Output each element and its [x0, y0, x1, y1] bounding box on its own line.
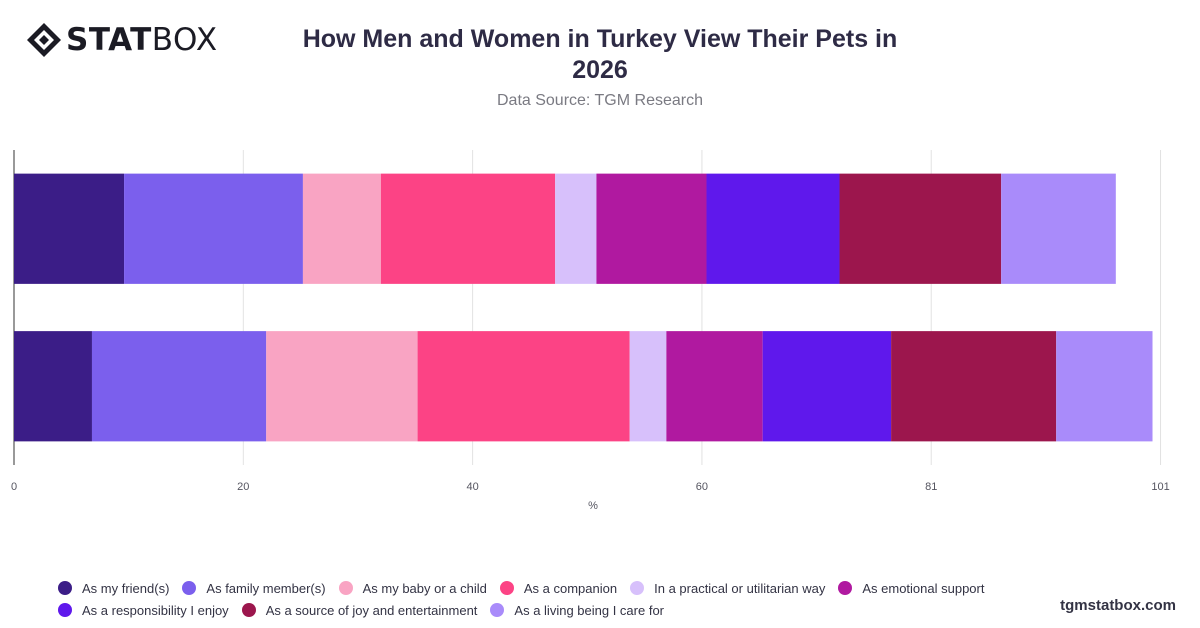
x-tick-label: 81 — [925, 481, 937, 493]
site-url[interactable]: tgmstatbox.com — [1060, 597, 1176, 614]
bar-segment — [91, 331, 267, 442]
legend-swatch — [838, 581, 853, 595]
bar-segment — [124, 173, 303, 284]
legend-item[interactable]: As a companion — [499, 580, 618, 596]
legend-item[interactable]: In a practical or utilitarian way — [630, 580, 825, 596]
legend-item[interactable]: As my baby or a child — [338, 580, 487, 596]
bar-segment — [891, 331, 1057, 442]
legend-label: As a responsibility I enjoy — [82, 602, 229, 618]
legend-swatch — [338, 581, 353, 595]
bar-segment — [417, 331, 630, 442]
bar-segment — [839, 173, 1002, 284]
statbox-logo: STATBOX — [26, 22, 218, 58]
bar-segment — [706, 173, 840, 284]
bar-segment — [555, 173, 597, 284]
logo-text-regular: BOX — [151, 22, 218, 58]
legend-swatch — [630, 581, 645, 595]
bar-segment — [1056, 331, 1153, 442]
bar-segment — [666, 331, 763, 442]
bar-segment — [14, 331, 92, 442]
bar-segment — [266, 331, 418, 442]
legend-swatch — [58, 603, 72, 617]
bar-segment — [596, 173, 707, 284]
bar-segment — [302, 173, 381, 284]
legend-item[interactable]: As family member(s) — [182, 580, 326, 596]
legend-label: As a source of joy and entertainment — [265, 602, 478, 618]
legend-swatch — [58, 581, 72, 595]
x-tick-label: 40 — [466, 481, 478, 493]
logo-text-bold: STAT — [66, 22, 152, 58]
stacked-bar-chart: 0 20 40 60 81 101% — [11, 150, 1170, 512]
legend-swatch — [499, 581, 514, 595]
legend-label: As a living being I care for — [514, 602, 664, 618]
chart-legend: As my friend(s) As family member(s) As my … — [58, 580, 1168, 618]
bar-segment — [1001, 173, 1116, 284]
bar-segment — [14, 173, 125, 284]
x-tick-label: 60 — [696, 481, 708, 493]
legend-label: In a practical or utilitarian way — [654, 580, 826, 596]
legend-swatch — [182, 581, 197, 595]
x-axis-label: % — [588, 500, 598, 512]
legend-label: As my baby or a child — [362, 580, 487, 596]
legend-item[interactable]: As a source of joy and entertainment — [241, 602, 478, 618]
legend-item[interactable]: As a living being I care for — [490, 602, 664, 618]
x-tick-label: 20 — [237, 481, 249, 493]
x-tick-label: 0 — [11, 481, 17, 493]
x-tick-label: 101 — [1151, 481, 1169, 493]
chart-title: How Men and Women in Turkey View Their P… — [302, 25, 898, 84]
bar-segment — [762, 331, 892, 442]
logo-text: STATBOX — [66, 22, 218, 58]
bar-segment — [380, 173, 556, 284]
statbox-diamond-icon — [27, 23, 61, 57]
legend-swatch — [490, 603, 505, 617]
legend-item[interactable]: As emotional support — [838, 580, 984, 596]
legend-label: As emotional support — [862, 580, 985, 596]
legend-label: As family member(s) — [206, 580, 326, 596]
chart-subtitle: Data Source: TGM Research — [496, 92, 703, 109]
bar-segment — [629, 331, 667, 442]
legend-label: As a companion — [523, 580, 618, 596]
legend-label: As my friend(s) — [82, 580, 170, 596]
legend-swatch — [241, 603, 256, 617]
legend-item[interactable]: As my friend(s) — [58, 580, 169, 596]
legend-item[interactable]: As a responsibility I enjoy — [58, 602, 229, 618]
